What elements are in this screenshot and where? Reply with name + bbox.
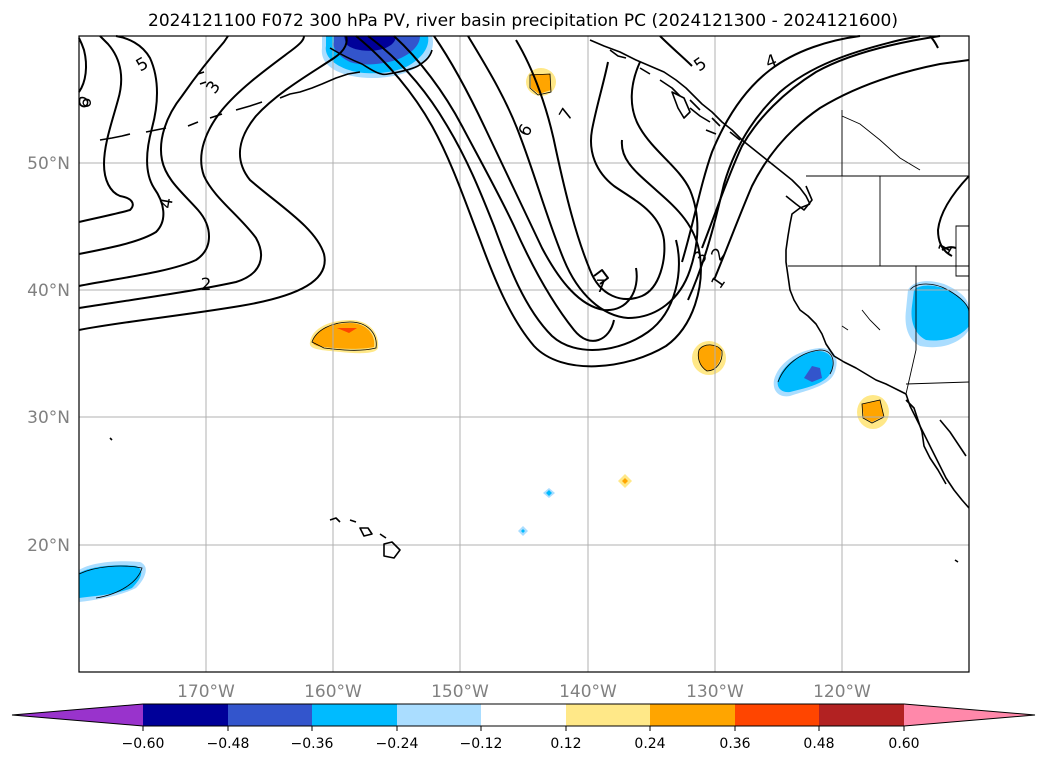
- lon-label: 170°W: [177, 682, 235, 702]
- contour-label: 2: [201, 275, 212, 295]
- lat-label: 40°N: [27, 281, 70, 301]
- colorbar-extend-high: [904, 704, 1035, 726]
- precip-blob-baja-positive: [857, 395, 889, 429]
- colorbar-label: −0.12: [460, 736, 503, 752]
- colorbar-label: 0.48: [803, 736, 834, 752]
- colorbar-label: −0.36: [291, 736, 334, 752]
- lon-label: 160°W: [304, 682, 362, 702]
- colorbar: −0.60 −0.48 −0.36 −0.24 −0.12 0.12 0.24 …: [11, 703, 1036, 752]
- precip-blob-midpacific-positive: [309, 320, 379, 354]
- colorbar-bin: [481, 704, 566, 726]
- lon-label: 120°W: [813, 682, 871, 702]
- colorbar-label: 0.24: [634, 736, 665, 752]
- lat-label: 20°N: [27, 536, 70, 556]
- colorbar-bin: [566, 704, 650, 726]
- lat-label: 30°N: [27, 408, 70, 428]
- colorbar-label: 0.36: [719, 736, 750, 752]
- latitude-labels: 50°N 40°N 30°N 20°N: [27, 154, 70, 556]
- political-borders: [788, 110, 970, 395]
- contour-label: 6: [76, 98, 96, 109]
- lon-label: 140°W: [559, 682, 617, 702]
- map-frame: [78, 35, 970, 673]
- figure-title: 2024121100 F072 300 hPa PV, river basin …: [148, 11, 898, 31]
- precip-shading: [78, 36, 970, 602]
- colorbar-ticks: [142, 726, 905, 731]
- colorbar-extend-low: [12, 704, 143, 726]
- precip-blob-offshore-positive: [692, 341, 726, 375]
- colorbar-bin: [143, 704, 228, 726]
- lon-label: 150°W: [431, 682, 489, 702]
- contour-label: 7: [596, 277, 607, 297]
- contour-label: 4: [156, 196, 178, 210]
- pv-contours: [78, 35, 970, 368]
- colorbar-bin: [819, 704, 904, 726]
- precip-blob-california-negative: [773, 348, 837, 397]
- graticule: [79, 36, 969, 672]
- precip-blob-southwest-negative: [79, 561, 146, 602]
- colorbar-label: −0.48: [207, 736, 250, 752]
- colorbar-bin: [228, 704, 312, 726]
- lat-label: 50°N: [27, 154, 70, 174]
- coastlines: [78, 39, 970, 563]
- colorbar-bin: [312, 704, 397, 726]
- longitude-labels: 170°W 160°W 150°W 140°W 130°W 120°W: [177, 682, 871, 702]
- colorbar-bin: [650, 704, 735, 726]
- colorbar-labels: −0.60 −0.48 −0.36 −0.24 −0.12 0.12 0.24 …: [122, 736, 920, 752]
- colorbar-label: 0.12: [550, 736, 581, 752]
- colorbar-bin: [735, 704, 819, 726]
- precip-blob-nevada-negative: [905, 281, 970, 348]
- precip-small-spots: [518, 474, 632, 536]
- map-panel: 5 3 6 4 2 6 7 7 5 4 3 2 1 1: [76, 35, 970, 673]
- lon-label: 130°W: [686, 682, 744, 702]
- colorbar-bin: [397, 704, 481, 726]
- colorbar-label: −0.24: [376, 736, 419, 752]
- colorbar-label: 0.60: [888, 736, 919, 752]
- colorbar-label: −0.60: [122, 736, 165, 752]
